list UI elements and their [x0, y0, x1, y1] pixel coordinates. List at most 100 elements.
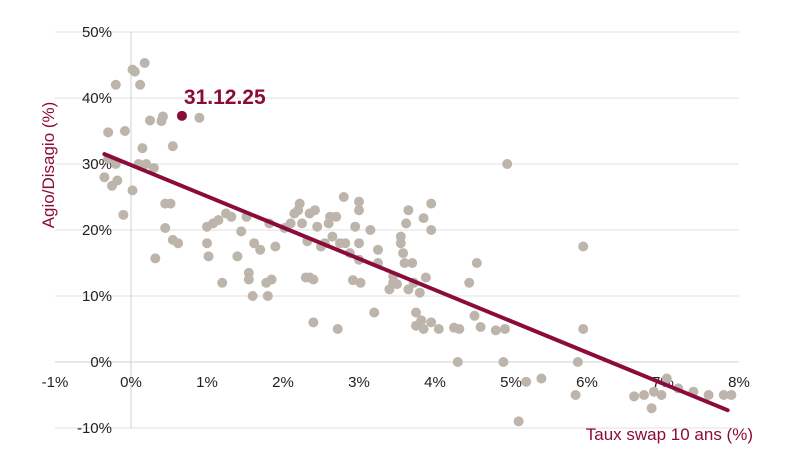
- data-point: [454, 324, 465, 334]
- data-point: [433, 324, 444, 334]
- data-point: [572, 357, 583, 367]
- data-point: [332, 324, 343, 334]
- data-point: [416, 315, 427, 326]
- data-point: [148, 162, 159, 173]
- data-point: [399, 258, 410, 268]
- data-point: [570, 390, 581, 400]
- x-tick-label: 4%: [424, 374, 446, 391]
- data-point: [203, 251, 214, 262]
- data-point: [103, 127, 114, 138]
- data-point: [247, 291, 258, 301]
- data-point: [354, 205, 364, 216]
- data-point: [165, 198, 176, 209]
- data-point: [403, 205, 414, 216]
- data-point: [308, 274, 319, 285]
- y-tick-label: 50%: [82, 24, 112, 41]
- data-point: [157, 111, 168, 122]
- x-tick-label: 5%: [500, 374, 522, 391]
- data-point: [395, 231, 406, 242]
- gridlines: [55, 31, 739, 429]
- data-point: [112, 175, 123, 186]
- data-point: [502, 159, 513, 169]
- data-point: [578, 324, 589, 334]
- data-point: [426, 225, 437, 235]
- data-point: [309, 205, 320, 216]
- data-point: [194, 112, 205, 123]
- data-point: [338, 192, 349, 202]
- x-tick-label: 2%: [272, 374, 294, 391]
- data-point: [578, 241, 589, 252]
- highlight-label: 31.12.25: [184, 86, 266, 109]
- data-point: [718, 390, 729, 400]
- data-point: [639, 390, 649, 400]
- data-point: [167, 141, 178, 152]
- data-point: [118, 209, 129, 220]
- y-tick-label: 40%: [82, 90, 112, 107]
- y-tick-label: 20%: [82, 222, 112, 239]
- x-tick-labels: -1%0%1%2%3%4%5%6%7%8%: [42, 374, 750, 391]
- data-point: [490, 325, 501, 336]
- data-point: [420, 272, 431, 283]
- data-point: [327, 231, 338, 242]
- data-point: [369, 307, 380, 318]
- y-tick-label: 10%: [82, 288, 112, 305]
- data-point: [173, 238, 184, 249]
- data-point: [150, 253, 161, 264]
- data-point: [354, 196, 364, 207]
- data-point: [255, 244, 266, 255]
- y-tick-label: 0%: [90, 354, 112, 371]
- data-point: [135, 79, 146, 90]
- data-point: [139, 58, 150, 69]
- y-axis-title: Agio/Disagio (%): [39, 102, 58, 229]
- x-tick-label: 0%: [120, 374, 142, 391]
- data-point: [340, 238, 351, 249]
- data-point: [285, 218, 296, 229]
- data-point: [232, 251, 243, 262]
- x-axis-title: Taux swap 10 ans (%): [586, 425, 753, 444]
- data-point: [354, 238, 364, 249]
- data-point: [350, 221, 361, 232]
- data-point: [141, 159, 152, 169]
- data-point: [646, 403, 657, 414]
- data-point: [418, 213, 429, 224]
- data-point: [236, 226, 247, 237]
- data-point: [426, 198, 437, 209]
- data-point: [499, 324, 510, 334]
- data-point: [160, 223, 171, 234]
- data-point: [202, 238, 212, 249]
- data-point: [656, 390, 667, 400]
- data-point: [331, 211, 342, 222]
- trend-line: [102, 152, 730, 413]
- y-tick-label: -10%: [77, 420, 112, 437]
- data-point: [469, 310, 480, 321]
- data-point: [217, 277, 228, 288]
- data-point: [401, 218, 412, 229]
- data-point: [119, 126, 130, 136]
- highlight-point: [176, 110, 187, 121]
- data-point: [127, 185, 138, 196]
- data-point: [629, 391, 640, 402]
- data-point: [249, 238, 260, 249]
- x-tick-label: -1%: [42, 374, 69, 391]
- data-point: [355, 277, 366, 288]
- data-point: [270, 241, 281, 252]
- data-point: [365, 225, 376, 235]
- data-point: [145, 115, 155, 126]
- data-point: [99, 172, 110, 183]
- data-point: [464, 277, 475, 288]
- data-point: [262, 291, 273, 301]
- data-point: [213, 215, 224, 226]
- data-point: [513, 416, 524, 427]
- data-point: [266, 274, 277, 285]
- data-point: [475, 322, 486, 333]
- data-point: [703, 390, 714, 400]
- data-point: [726, 390, 737, 400]
- y-tick-labels: -10%0%10%20%30%40%50%: [77, 24, 112, 437]
- data-point: [471, 258, 482, 268]
- data-point: [312, 221, 323, 232]
- x-tick-label: 3%: [348, 374, 370, 391]
- data-point: [536, 373, 547, 384]
- axes: [55, 32, 739, 428]
- data-point: [294, 198, 305, 209]
